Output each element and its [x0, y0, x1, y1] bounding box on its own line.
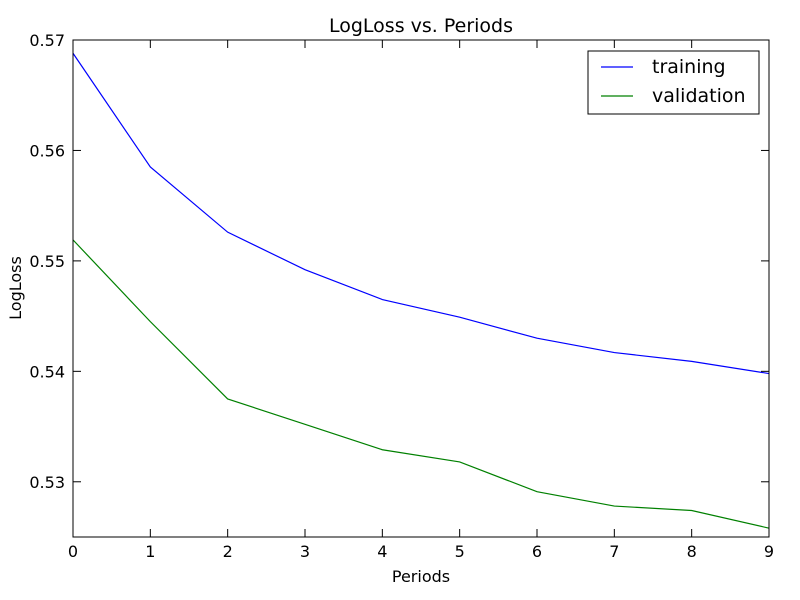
legend-label-validation: validation [652, 85, 746, 107]
x-tick-label: 4 [377, 542, 387, 561]
x-axis-ticks: 0 1 2 3 4 5 6 7 8 9 [68, 40, 774, 561]
series-line-training [72, 52, 770, 375]
plot-frame [72, 39, 770, 538]
y-tick-label: 0.55 [29, 252, 65, 271]
legend-box [587, 50, 760, 115]
y-tick-label: 0.54 [29, 362, 65, 381]
x-tick-label: 9 [764, 542, 774, 561]
x-tick-label: 7 [609, 542, 619, 561]
chart-title: LogLoss vs. Periods [329, 15, 513, 37]
x-tick-label: 0 [68, 542, 78, 561]
x-tick-label: 2 [223, 542, 233, 561]
series-line-validation [72, 239, 770, 529]
x-tick-label: 6 [532, 542, 542, 561]
legend-label-training: training [652, 56, 726, 78]
y-tick-label: 0.53 [29, 473, 65, 492]
x-tick-label: 3 [300, 542, 310, 561]
y-axis-ticks: 0.53 0.54 0.55 0.56 0.57 [29, 31, 769, 492]
y-axis-label: LogLoss [6, 256, 25, 320]
x-tick-label: 1 [145, 542, 155, 561]
y-tick-label: 0.56 [29, 141, 65, 160]
x-tick-label: 5 [455, 542, 465, 561]
series-layer [72, 52, 770, 529]
x-axis-label: Periods [392, 567, 450, 586]
y-tick-label: 0.57 [29, 31, 65, 50]
x-tick-label: 8 [687, 542, 697, 561]
legend: training validation [587, 50, 760, 115]
